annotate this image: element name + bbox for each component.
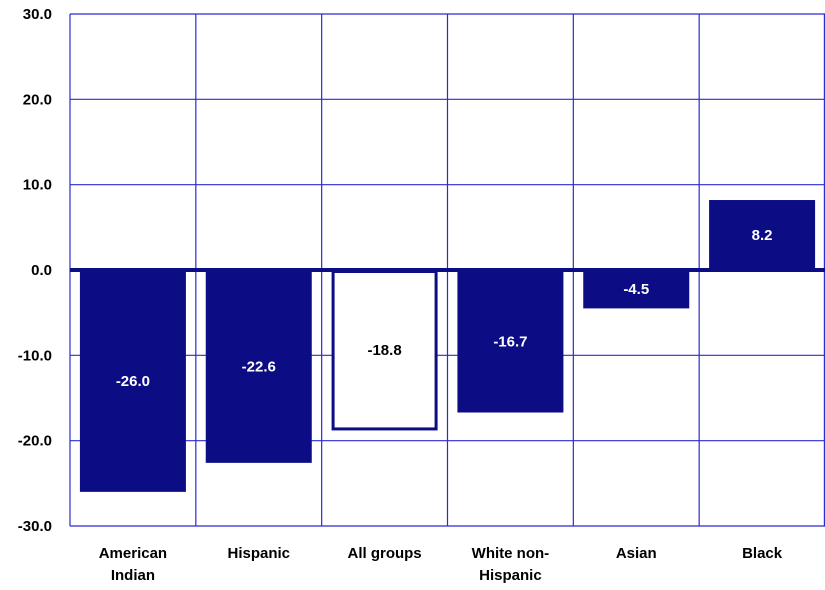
x-category-label: Asian	[616, 545, 657, 562]
y-axis-tick-labels: 30.0 20.0 10.0 0.0 -10.0 -20.0 -30.0	[18, 6, 52, 535]
bar-highlight	[331, 270, 438, 431]
bar	[79, 270, 186, 492]
y-tick-label: 20.0	[23, 91, 52, 108]
bars	[79, 200, 816, 492]
bar	[457, 270, 564, 413]
y-tick-label: 10.0	[23, 177, 52, 194]
bar-value-labels: -26.0 -22.6 -18.8 -16.7 -4.5 8.2	[116, 227, 773, 390]
bar-value-label: -18.8	[367, 342, 401, 359]
bar-value-label: -22.6	[242, 358, 276, 375]
bar-value-label: 8.2	[752, 227, 773, 244]
y-tick-label: -10.0	[18, 347, 52, 364]
x-axis-category-labels: American Indian Hispanic All groups White no…	[99, 545, 783, 584]
x-category-label: Black	[742, 545, 783, 562]
y-tick-label: -20.0	[18, 433, 52, 450]
bar	[583, 270, 690, 309]
y-tick-label: -30.0	[18, 518, 52, 535]
x-category-label: All groups	[347, 545, 421, 562]
x-category-label: American Indian	[99, 545, 167, 584]
bar-value-label: -16.7	[493, 333, 527, 350]
bar	[205, 270, 312, 463]
bar-value-label: -4.5	[623, 281, 649, 298]
y-tick-label: 30.0	[23, 6, 52, 23]
y-tick-label: 0.0	[31, 262, 52, 279]
x-category-label: Hispanic	[227, 545, 290, 562]
x-category-label: White non-Hispanic	[472, 545, 549, 584]
bar	[709, 200, 816, 270]
bar-value-label: -26.0	[116, 373, 150, 390]
